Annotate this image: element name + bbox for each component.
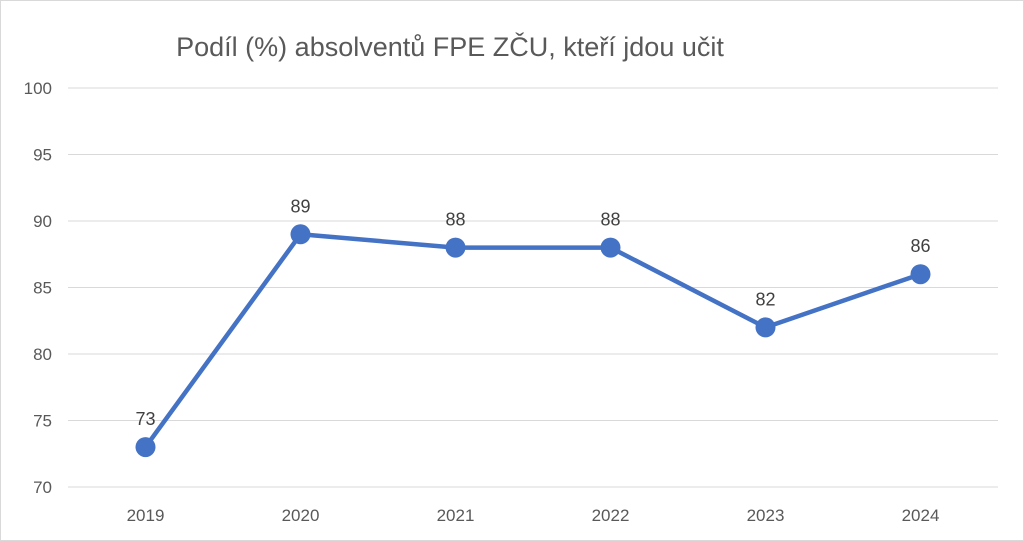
- data-label: 82: [755, 289, 775, 309]
- y-tick-label: 85: [33, 279, 52, 298]
- data-label: 73: [135, 409, 155, 429]
- y-tick-label: 100: [24, 79, 52, 98]
- data-labels: 73 89 88 88 82 86: [135, 196, 930, 429]
- data-point: [910, 264, 931, 285]
- data-label: 89: [290, 196, 310, 216]
- data-label: 88: [600, 210, 620, 230]
- x-tick-label: 2019: [127, 506, 165, 525]
- y-axis-ticks: 70 75 80 85 90 95 100: [24, 79, 52, 497]
- x-axis-ticks: 2019 2020 2021 2022 2023 2024: [127, 506, 940, 525]
- x-tick-label: 2024: [902, 506, 940, 525]
- chart-title: Podíl (%) absolventů FPE ZČU, kteří jdou…: [176, 31, 724, 62]
- data-point: [755, 317, 776, 338]
- data-point: [290, 224, 311, 245]
- y-tick-label: 80: [33, 345, 52, 364]
- data-point: [600, 237, 621, 258]
- series-line: [143, 232, 923, 450]
- y-tick-label: 95: [33, 146, 52, 165]
- x-tick-label: 2022: [592, 506, 630, 525]
- data-label: 88: [445, 210, 465, 230]
- y-tick-label: 70: [33, 478, 52, 497]
- gridlines: [68, 87, 998, 488]
- data-point: [135, 437, 156, 458]
- x-tick-label: 2020: [282, 506, 320, 525]
- x-tick-label: 2021: [437, 506, 475, 525]
- y-tick-label: 75: [33, 412, 52, 431]
- y-tick-label: 90: [33, 212, 52, 231]
- data-point: [445, 237, 466, 258]
- data-label: 86: [910, 236, 930, 256]
- series-line-group: [135, 224, 931, 458]
- x-tick-label: 2023: [747, 506, 785, 525]
